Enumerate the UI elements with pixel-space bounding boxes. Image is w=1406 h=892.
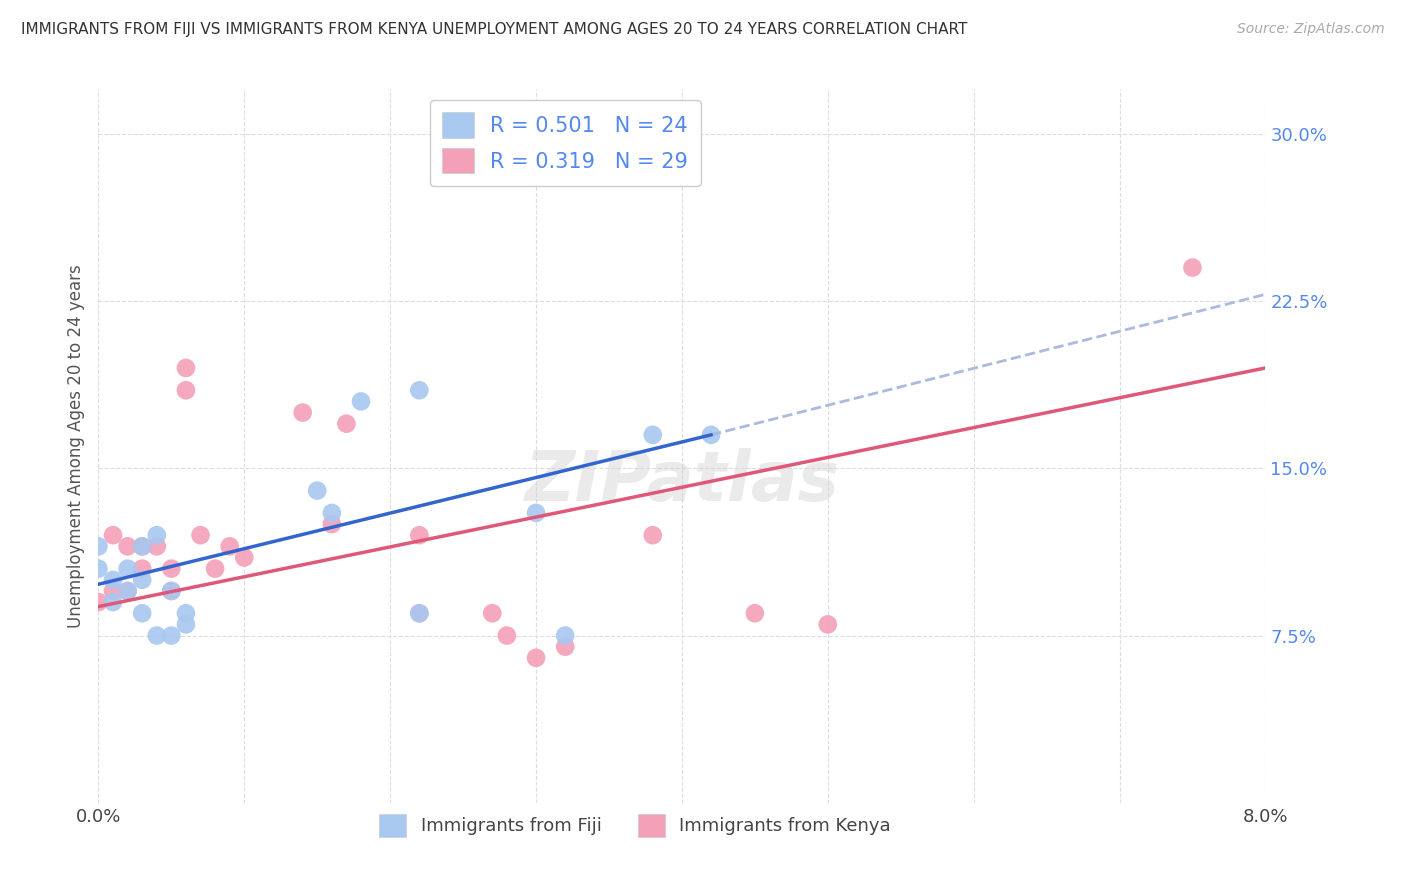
Point bbox=[174, 607, 197, 621]
Point bbox=[131, 573, 153, 587]
Point bbox=[321, 516, 343, 531]
Text: Source: ZipAtlas.com: Source: ZipAtlas.com bbox=[1237, 22, 1385, 37]
Legend: Immigrants from Fiji, Immigrants from Kenya: Immigrants from Fiji, Immigrants from Ke… bbox=[373, 807, 898, 844]
Point bbox=[131, 539, 153, 553]
Point bbox=[131, 607, 153, 621]
Point bbox=[101, 595, 124, 609]
Point bbox=[554, 628, 576, 642]
Point bbox=[87, 595, 110, 609]
Point bbox=[291, 405, 314, 419]
Point bbox=[524, 651, 547, 665]
Point bbox=[481, 607, 503, 621]
Point bbox=[117, 583, 139, 598]
Point bbox=[233, 550, 256, 565]
Point bbox=[496, 628, 519, 642]
Point bbox=[554, 640, 576, 654]
Point bbox=[307, 483, 329, 498]
Point bbox=[101, 583, 124, 598]
Point bbox=[146, 628, 169, 642]
Point bbox=[174, 360, 197, 375]
Point bbox=[146, 528, 169, 542]
Point bbox=[190, 528, 212, 542]
Point bbox=[160, 562, 183, 576]
Point bbox=[335, 417, 357, 431]
Point bbox=[131, 539, 153, 553]
Point bbox=[87, 539, 110, 553]
Point bbox=[321, 506, 343, 520]
Point bbox=[408, 607, 430, 621]
Point bbox=[174, 617, 197, 632]
Point bbox=[204, 562, 226, 576]
Point bbox=[218, 539, 240, 553]
Point bbox=[408, 384, 430, 398]
Point bbox=[131, 562, 153, 576]
Point bbox=[524, 506, 547, 520]
Point bbox=[101, 573, 124, 587]
Point bbox=[641, 427, 664, 442]
Point bbox=[117, 562, 139, 576]
Point bbox=[117, 539, 139, 553]
Text: IMMIGRANTS FROM FIJI VS IMMIGRANTS FROM KENYA UNEMPLOYMENT AMONG AGES 20 TO 24 Y: IMMIGRANTS FROM FIJI VS IMMIGRANTS FROM … bbox=[21, 22, 967, 37]
Point bbox=[160, 628, 183, 642]
Point bbox=[160, 583, 183, 598]
Point bbox=[160, 583, 183, 598]
Text: ZIPatlas: ZIPatlas bbox=[524, 448, 839, 516]
Point bbox=[1181, 260, 1204, 275]
Point bbox=[350, 394, 373, 409]
Point bbox=[700, 427, 723, 442]
Point bbox=[87, 562, 110, 576]
Point bbox=[101, 528, 124, 542]
Point bbox=[117, 583, 139, 598]
Point bbox=[744, 607, 766, 621]
Point bbox=[817, 617, 839, 632]
Point bbox=[146, 539, 169, 553]
Point bbox=[641, 528, 664, 542]
Point bbox=[408, 528, 430, 542]
Point bbox=[408, 607, 430, 621]
Point bbox=[174, 384, 197, 398]
Y-axis label: Unemployment Among Ages 20 to 24 years: Unemployment Among Ages 20 to 24 years bbox=[66, 264, 84, 628]
